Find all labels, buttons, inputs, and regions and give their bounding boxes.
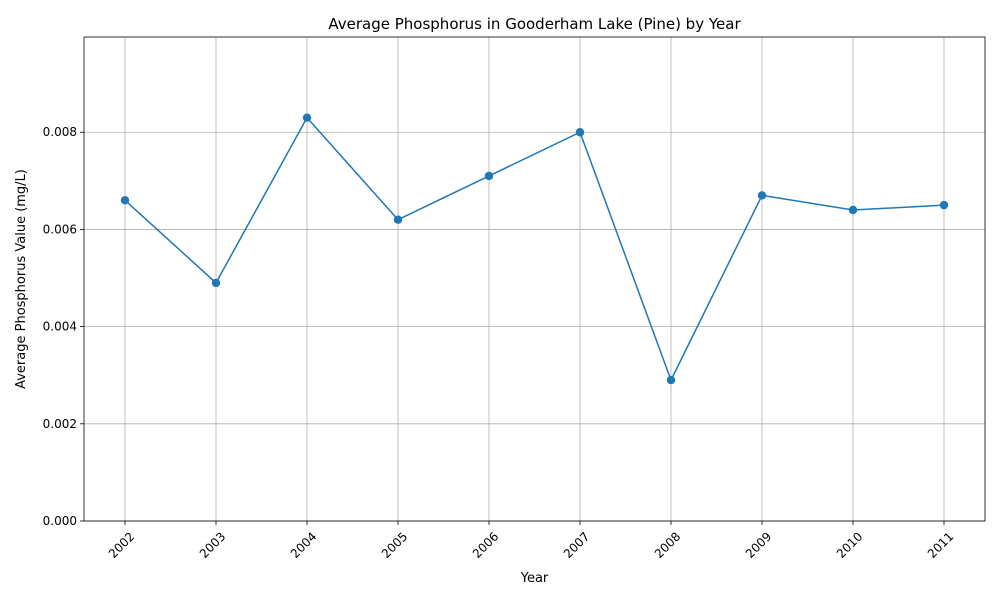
x-tick-label: 2006 xyxy=(470,529,501,560)
x-tick-label: 2003 xyxy=(197,529,228,560)
x-tick-label: 2010 xyxy=(834,529,865,560)
x-axis-label: Year xyxy=(520,571,549,586)
data-point-2007 xyxy=(575,128,585,137)
x-tick-label: 2002 xyxy=(106,529,137,560)
series xyxy=(120,113,949,385)
data-point-2011 xyxy=(939,200,949,210)
x-tick-label: 2005 xyxy=(379,529,410,560)
data-point-2004 xyxy=(302,113,312,122)
data-point-2008 xyxy=(666,375,676,385)
data-point-2009 xyxy=(757,191,767,200)
data-point-2002 xyxy=(120,196,130,205)
axis-ticks: 2002 2003 2004 2005 2006 2007 2008 2009 2010 2011… xyxy=(43,125,957,561)
y-tick-label: 0.006 xyxy=(43,222,77,236)
data-point-2010 xyxy=(848,205,858,215)
y-tick-label: 0.008 xyxy=(43,125,77,139)
y-tick-label: 0.004 xyxy=(43,320,77,334)
plot-area-frame xyxy=(83,36,986,522)
x-tick-label: 2004 xyxy=(288,529,319,560)
chart-title: Average Phosphorus in Gooderham Lake (Pi… xyxy=(328,15,741,33)
grid xyxy=(84,37,985,522)
data-point-2005 xyxy=(393,215,403,224)
y-tick-label: 0.000 xyxy=(43,514,77,528)
y-axis-label: Average Phosphorus Value (mg/L) xyxy=(14,169,29,389)
x-tick-label: 2009 xyxy=(743,529,774,560)
data-point-2003 xyxy=(211,278,221,288)
x-tick-label: 2008 xyxy=(652,529,683,560)
series-line xyxy=(124,116,945,382)
data-point-2006 xyxy=(484,171,494,181)
y-tick-label: 0.002 xyxy=(43,417,77,431)
x-tick-label: 2007 xyxy=(561,529,592,560)
x-tick-label: 2011 xyxy=(925,529,956,560)
